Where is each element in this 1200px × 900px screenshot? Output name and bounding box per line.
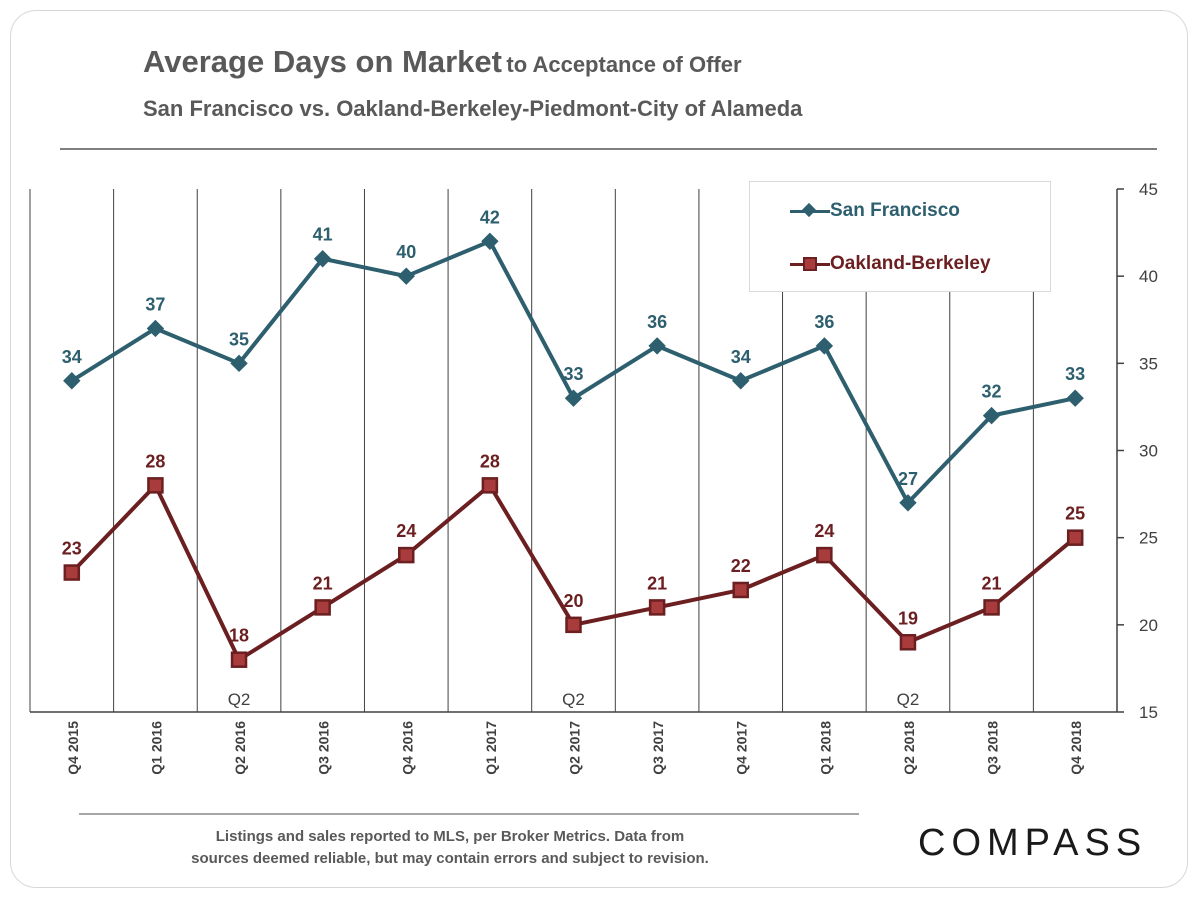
data-point-diamond (230, 354, 248, 373)
y-tick-label: 25 (1139, 529, 1158, 548)
title-suffix: to Acceptance of Offer (506, 52, 742, 77)
data-point-diamond (815, 337, 834, 355)
data-label: 25 (1065, 504, 1085, 524)
chart-subtitle: San Francisco vs. Oakland-Berkeley-Piedm… (143, 96, 803, 121)
data-point-square (230, 651, 248, 668)
data-point-square (63, 564, 81, 581)
data-label: 35 (229, 329, 249, 349)
x-tick-label: Q2 2016 (232, 721, 248, 775)
data-point-square (648, 599, 666, 616)
chart-card (10, 10, 1188, 888)
data-point-square (899, 634, 917, 651)
x-tick-label: Q1 2017 (483, 721, 499, 775)
footnote: Listings and sales reported to MLS, per … (130, 826, 770, 870)
x-tick-label: Q2 2017 (567, 721, 583, 775)
y-tick-label: 20 (1139, 616, 1158, 635)
data-label: 41 (313, 225, 333, 245)
data-label: 36 (647, 312, 667, 332)
data-point-diamond (63, 372, 81, 390)
quarter-annotation: Q2 (228, 690, 251, 709)
y-tick-label: 15 (1139, 703, 1158, 722)
data-label: 36 (814, 312, 834, 332)
title-divider (60, 148, 1157, 150)
legend-swatch-san-francisco (790, 201, 830, 221)
legend-item-san-francisco: San Francisco (790, 199, 960, 223)
data-label: 23 (62, 539, 82, 559)
data-label: 22 (731, 556, 751, 576)
data-label: 28 (480, 451, 500, 471)
data-label: 34 (731, 347, 751, 367)
x-tick-label: Q3 2016 (316, 721, 332, 775)
data-label: 21 (647, 573, 667, 593)
chart-legend: San Francisco Oakland-Berkeley (749, 181, 1051, 292)
data-point-diamond (648, 337, 666, 355)
data-label: 27 (898, 469, 918, 489)
title-main: Average Days on Market (143, 44, 502, 79)
x-tick-label: Q3 2017 (650, 721, 666, 775)
data-label: 24 (814, 521, 834, 541)
data-label: 32 (982, 382, 1002, 402)
x-tick-label: Q4 2018 (1068, 721, 1084, 775)
quarter-annotation: Q2 (897, 690, 920, 709)
legend-label-oakland-berkeley: Oakland-Berkeley (830, 253, 991, 274)
data-label: 28 (145, 451, 165, 471)
data-label: 37 (145, 294, 165, 314)
data-point-square (816, 546, 833, 564)
y-tick-label: 35 (1139, 354, 1158, 373)
data-label: 42 (480, 207, 500, 227)
x-tick-label: Q1 2016 (148, 721, 164, 775)
chart-title: Average Days on Market to Acceptance of … (143, 44, 742, 80)
data-label: 18 (229, 626, 249, 646)
legend-swatch-oakland-berkeley (790, 254, 830, 274)
quarter-annotation: Q2 (562, 690, 585, 709)
data-label: 24 (396, 521, 416, 541)
legend-item-oakland-berkeley: Oakland-Berkeley (790, 252, 991, 276)
data-label: 34 (62, 347, 82, 367)
data-label: 21 (313, 573, 333, 593)
legend-label-san-francisco: San Francisco (830, 200, 960, 221)
data-point-diamond (1066, 389, 1084, 407)
data-point-square (147, 477, 164, 494)
data-point-square (565, 616, 582, 634)
data-label: 33 (1065, 364, 1085, 384)
x-tick-label: Q4 2015 (65, 721, 81, 775)
data-point-diamond (982, 406, 1001, 425)
y-tick-label: 45 (1139, 180, 1158, 199)
data-point-diamond (732, 372, 750, 390)
data-point-square (983, 599, 1000, 616)
footer-divider (79, 813, 859, 815)
data-label: 40 (396, 242, 416, 262)
x-tick-label: Q2 2018 (901, 721, 917, 775)
x-tick-label: Q3 2018 (985, 721, 1001, 775)
data-label: 20 (563, 591, 583, 611)
data-point-square (732, 581, 749, 599)
footnote-line-1: Listings and sales reported to MLS, per … (215, 828, 685, 845)
series-line-oakland-berkeley (70, 483, 1077, 662)
data-label: 19 (898, 608, 918, 628)
data-label: 21 (982, 573, 1002, 593)
x-tick-label: Q1 2018 (817, 721, 833, 775)
data-point-square (314, 599, 331, 616)
data-point-diamond (899, 494, 917, 512)
x-tick-label: Q4 2017 (734, 721, 750, 775)
data-point-diamond (564, 389, 583, 407)
data-point-diamond (313, 250, 332, 268)
x-tick-label: Q4 2016 (399, 721, 415, 775)
data-point-diamond (146, 319, 165, 338)
data-point-diamond (397, 267, 415, 285)
data-point-square (481, 477, 499, 494)
data-point-diamond (481, 232, 499, 251)
y-tick-label: 40 (1139, 267, 1158, 286)
data-label: 33 (563, 364, 583, 384)
footnote-line-2: sources deemed reliable, but may contain… (191, 850, 709, 867)
data-point-square (398, 546, 415, 564)
compass-logo: COMPASS (918, 822, 1148, 864)
y-tick-label: 30 (1139, 442, 1158, 461)
data-point-square (1066, 529, 1084, 546)
